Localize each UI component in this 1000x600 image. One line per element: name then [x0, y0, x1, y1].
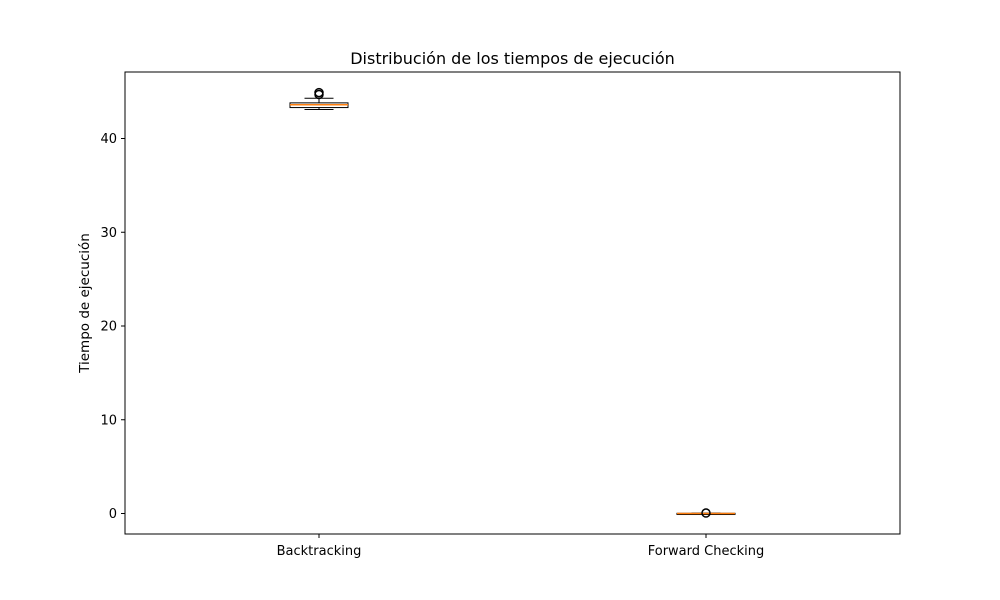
x-tick-label: Backtracking [277, 544, 362, 559]
y-tick-label: 0 [109, 507, 117, 522]
plot-area: 0 10 20 30 40 Backtracking Forward Checking [100, 71, 901, 559]
axes-frame [124, 71, 901, 535]
outlier-point [314, 89, 324, 100]
y-axis-label: Tiempo de ejecución [77, 233, 93, 374]
y-tick-label: 30 [100, 226, 117, 241]
x-tick-label: Forward Checking [648, 544, 765, 559]
y-tick-label: 40 [100, 132, 117, 147]
chart-title: Distribución de los tiempos de ejecución [350, 49, 675, 68]
y-tick-label: 10 [100, 413, 117, 428]
outlier-point [701, 508, 711, 518]
y-tick-label: 20 [100, 320, 117, 335]
